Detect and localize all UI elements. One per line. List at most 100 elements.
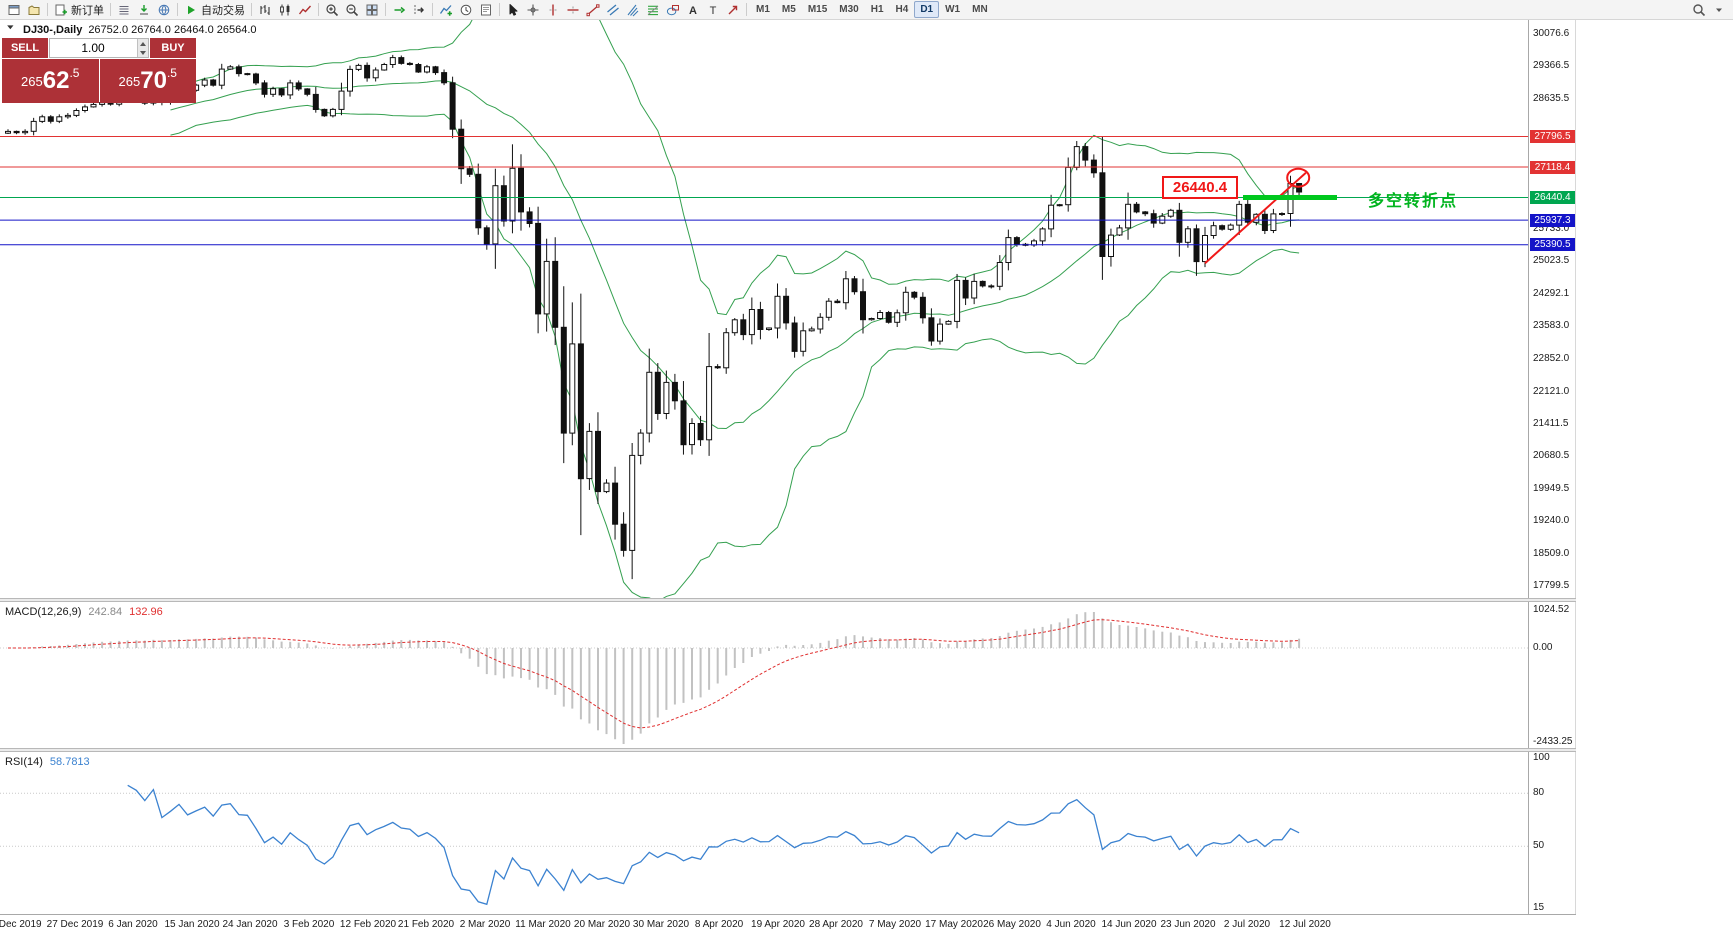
support-level-segment-annotation[interactable]: [1243, 195, 1337, 200]
price-alert-box-annotation[interactable]: 26440.4: [1162, 176, 1238, 199]
algo-trading-icon: [184, 3, 198, 17]
zoom-in-button[interactable]: [322, 1, 342, 19]
price-chart-canvas[interactable]: [0, 20, 1528, 598]
macd-main-value: 242.84: [88, 606, 123, 618]
price-level-badge: 27796.5: [1530, 130, 1575, 143]
macd-pane-canvas[interactable]: [0, 602, 1528, 748]
pane-splitter-rsi[interactable]: [0, 748, 1576, 752]
auto-scroll-button[interactable]: [389, 1, 409, 19]
toolbar-separator: [251, 3, 252, 16]
timeframe-h4-button[interactable]: H4: [895, 4, 909, 15]
rsi-scale-label: 100: [1533, 752, 1550, 763]
date-label: 8 Apr 2020: [694, 919, 744, 930]
toolbar-separator: [746, 3, 747, 16]
date-label: 2 Mar 2020: [459, 919, 511, 930]
line-chart-button[interactable]: [295, 1, 315, 19]
shapes-button[interactable]: [663, 1, 683, 19]
pane-splitter-macd[interactable]: [0, 598, 1576, 602]
tile-windows-button[interactable]: [362, 1, 382, 19]
highlight-circle-annotation[interactable]: [1286, 167, 1311, 188]
tile-windows-icon: [365, 3, 379, 17]
line-chart-icon: [298, 3, 312, 17]
chart-shift-icon: [412, 3, 426, 17]
depth-of-market-button[interactable]: [114, 1, 134, 19]
date-label: 27 Dec 2019: [46, 919, 104, 930]
toolbar-separator: [432, 3, 433, 16]
toolbar: 新订单 自动交易 A T M1 M5 M15 M30 H1 H4 D1 W1 MN: [0, 0, 1733, 20]
rsi-scale-label: 15: [1533, 902, 1545, 913]
date-label: 12 Feb 2020: [339, 919, 397, 930]
text-button[interactable]: A: [683, 1, 703, 19]
period-selector-button[interactable]: [456, 1, 476, 19]
crosshair-button[interactable]: [523, 1, 543, 19]
algo-trading-button[interactable]: 自动交易: [181, 1, 248, 19]
date-label: 2 Jul 2020: [1223, 919, 1271, 930]
vertical-line-button[interactable]: [543, 1, 563, 19]
volume-down-button[interactable]: [137, 48, 148, 57]
pitchfork-icon: [626, 3, 640, 17]
new-order-button[interactable]: 新订单: [51, 1, 107, 19]
timeframe-mn-button[interactable]: MN: [972, 4, 988, 15]
price-tick-label: 20680.5: [1533, 450, 1570, 461]
sell-button[interactable]: SELL: [2, 38, 48, 58]
new-chart-button[interactable]: [4, 1, 24, 19]
template-icon: [479, 3, 493, 17]
timeframe-m30-button[interactable]: M30: [839, 4, 859, 15]
sell-price-prefix: 265: [21, 73, 43, 89]
timeframe-d1-button[interactable]: D1: [914, 1, 940, 18]
chart-shift-button[interactable]: [409, 1, 429, 19]
rsi-scale-label: 80: [1533, 787, 1545, 798]
download-center-button[interactable]: [134, 1, 154, 19]
price-tick-label: 30076.6: [1533, 28, 1570, 39]
new-order-button-label: 新订单: [71, 4, 104, 17]
sell-price-button[interactable]: 265 62.5: [2, 59, 99, 103]
download-center-icon: [137, 3, 151, 17]
search-dropdown-button[interactable]: [1709, 1, 1729, 19]
price-tick-label: 24292.1: [1533, 288, 1570, 299]
buy-price-frac: .5: [166, 66, 177, 80]
date-label: 19 Apr 2020: [751, 919, 805, 930]
search-icon: [1692, 3, 1706, 17]
buy-price-big: 70: [140, 67, 167, 94]
profiles-button[interactable]: [24, 1, 44, 19]
template-button[interactable]: [476, 1, 496, 19]
buy-button[interactable]: BUY: [150, 38, 196, 58]
cursor-button[interactable]: [503, 1, 523, 19]
time-axis[interactable]: 8 Dec 2019 27 Dec 2019 6 Jan 2020 15 Jan 20…: [0, 914, 1576, 936]
insert-indicator-button[interactable]: [436, 1, 456, 19]
timeframe-w1-button[interactable]: W1: [945, 4, 961, 15]
price-tick-label: 28635.5: [1533, 93, 1570, 104]
turning-point-text-annotation[interactable]: 多空转折点: [1368, 193, 1459, 210]
pitchfork-button[interactable]: [623, 1, 643, 19]
horizontal-line-button[interactable]: [563, 1, 583, 19]
rsi-name: RSI(14): [5, 756, 43, 768]
date-label: 8 Dec 2019: [0, 919, 42, 930]
macd-scale-label: 1024.52: [1533, 604, 1570, 615]
buy-price-button[interactable]: 265 70.5: [99, 59, 196, 103]
timeframe-h1-button[interactable]: H1: [870, 4, 884, 15]
timeframe-m15-button[interactable]: M15: [807, 4, 828, 15]
arrows-button[interactable]: [723, 1, 743, 19]
zoom-out-button[interactable]: [342, 1, 362, 19]
price-tick-label: 19240.0: [1533, 515, 1570, 526]
channel-button[interactable]: [603, 1, 623, 19]
label-button[interactable]: T: [703, 1, 723, 19]
timeframe-m5-button[interactable]: M5: [781, 4, 796, 15]
candlestick-chart-button[interactable]: [275, 1, 295, 19]
fibonacci-button[interactable]: [643, 1, 663, 19]
bar-chart-button[interactable]: [255, 1, 275, 19]
price-axis[interactable]: 30076.6 29366.5 28635.5 25733.0 25023.5 24292…: [1528, 20, 1576, 914]
one-click-toggle-icon[interactable]: [6, 23, 17, 37]
community-button[interactable]: [154, 1, 174, 19]
rsi-pane-canvas[interactable]: [0, 752, 1528, 914]
trend-line-annotation[interactable]: [1204, 172, 1307, 264]
new-order-icon: [54, 3, 68, 17]
date-label: 21 Feb 2020: [397, 919, 455, 930]
price-tick-label: 23583.0: [1533, 320, 1570, 331]
volume-input[interactable]: [50, 39, 148, 57]
search-button[interactable]: [1689, 1, 1709, 19]
price-level-badge: 25390.5: [1530, 238, 1575, 251]
trendline-button[interactable]: [583, 1, 603, 19]
volume-up-button[interactable]: [137, 39, 148, 48]
timeframe-m1-button[interactable]: M1: [756, 4, 770, 15]
